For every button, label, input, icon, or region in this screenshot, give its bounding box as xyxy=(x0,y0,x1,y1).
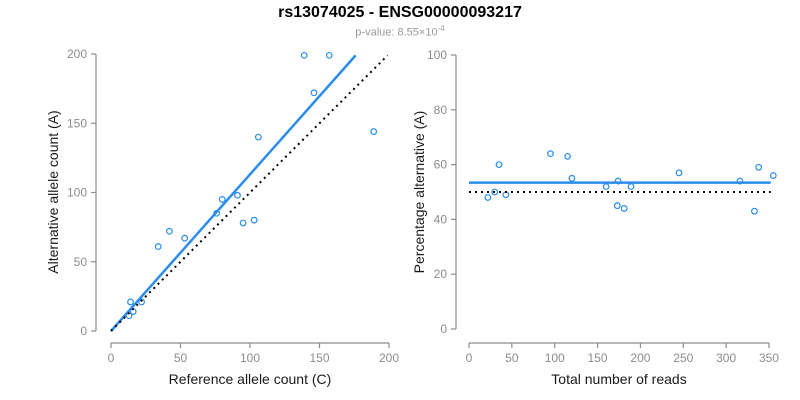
y-tick-label: 20 xyxy=(434,267,448,281)
data-point xyxy=(127,298,134,306)
data-point xyxy=(675,169,683,177)
data-point xyxy=(254,133,262,141)
figure-subtitle: p-value: 8.55×10-4 xyxy=(0,24,800,39)
data-point xyxy=(491,188,499,196)
data-point xyxy=(627,183,635,190)
y-axis-title: Alternative allele count (A) xyxy=(45,110,61,273)
data-point xyxy=(613,202,621,210)
data-point xyxy=(568,174,576,182)
x-tick-label: 0 xyxy=(108,351,115,365)
data-point xyxy=(484,194,492,201)
y-tick-label: 100 xyxy=(67,186,87,200)
data-point xyxy=(325,51,333,59)
data-point xyxy=(751,207,758,215)
x-tick-label: 50 xyxy=(505,351,519,365)
x-tick-label: 100 xyxy=(545,351,565,365)
data-point xyxy=(495,161,503,169)
x-tick-label: 300 xyxy=(716,351,736,365)
x-tick-label: 350 xyxy=(759,351,779,365)
x-tick-label: 150 xyxy=(309,351,329,365)
data-point xyxy=(250,216,258,224)
data-point xyxy=(138,298,145,306)
data-point xyxy=(547,150,554,158)
data-point xyxy=(370,128,378,135)
y-tick-label: 100 xyxy=(427,48,447,62)
y-tick-label: 60 xyxy=(434,158,448,172)
x-tick-label: 200 xyxy=(379,351,399,365)
identity-line xyxy=(110,54,389,332)
y-tick-label: 0 xyxy=(440,322,447,336)
scatter-plot-percentage-alternative: 0 50 100 150 200 250 300 350 0 20 40 60 80 100 Total n… xyxy=(411,48,779,387)
y-tick-label: 80 xyxy=(434,103,448,117)
data-point xyxy=(239,219,247,227)
data-point xyxy=(165,227,173,235)
data-point xyxy=(755,163,763,171)
y-tick-label: 0 xyxy=(80,324,87,338)
y-tick-label: 150 xyxy=(67,116,87,130)
x-tick-label: 200 xyxy=(630,351,650,365)
x-axis-title: Reference allele count (C) xyxy=(169,371,332,387)
x-tick-label: 50 xyxy=(174,351,188,365)
data-point xyxy=(154,243,162,250)
data-point xyxy=(300,51,308,59)
x-tick-label: 0 xyxy=(466,351,473,365)
y-tick-label: 40 xyxy=(434,212,448,226)
data-point xyxy=(310,89,318,97)
x-tick-label: 250 xyxy=(673,351,693,365)
figure-title: rs13074025 - ENSG00000093217 xyxy=(278,4,522,21)
data-point xyxy=(181,234,189,242)
x-tick-label: 100 xyxy=(240,351,260,365)
data-point xyxy=(602,183,610,190)
pvalue-text: p-value: 8.55×10 xyxy=(355,26,438,39)
y-axis-title: Percentage alternative (A) xyxy=(411,111,427,274)
data-point xyxy=(620,205,628,212)
y-tick-label: 50 xyxy=(74,255,88,269)
pvalue-exponent: -4 xyxy=(437,24,445,33)
x-tick-label: 150 xyxy=(588,351,608,365)
regression-line xyxy=(110,54,357,332)
data-point xyxy=(234,191,241,199)
scatter-plot-allele-counts: 0 50 100 150 200 0 50 100 150 200 Reference allele… xyxy=(45,47,399,387)
y-tick-label: 200 xyxy=(67,47,87,61)
x-axis-title: Total number of reads xyxy=(551,371,686,387)
data-point xyxy=(218,196,226,203)
data-point xyxy=(769,172,777,179)
data-point xyxy=(564,152,571,160)
